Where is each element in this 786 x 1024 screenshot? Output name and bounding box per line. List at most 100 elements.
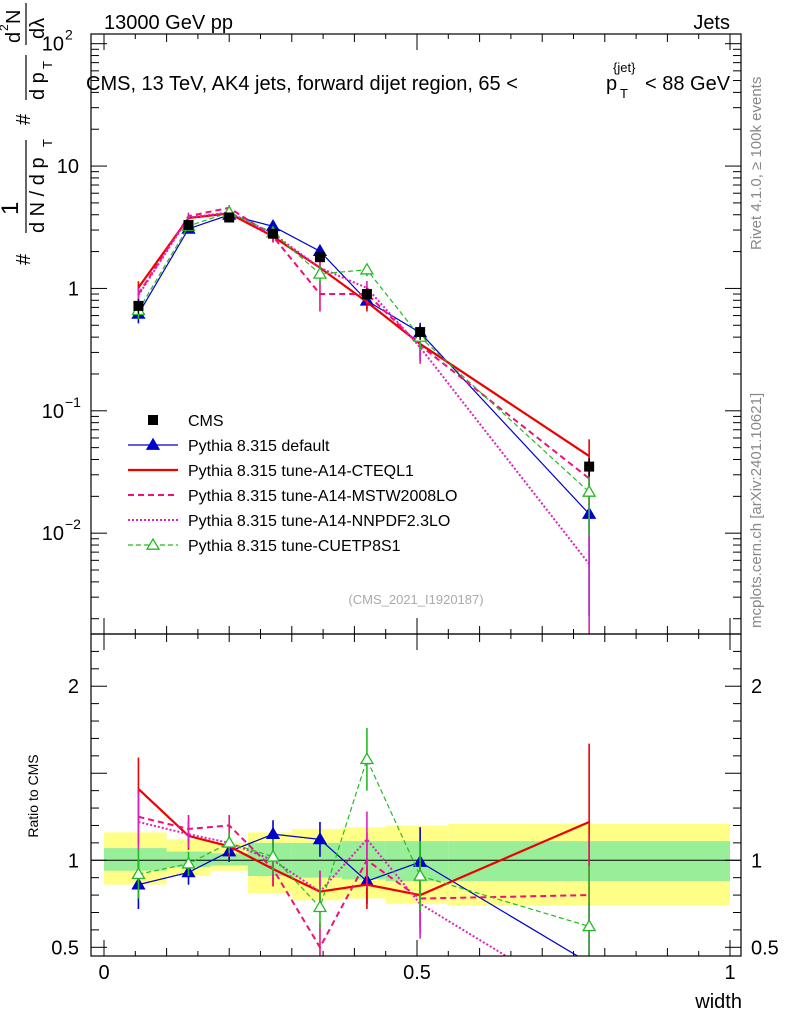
ratio-marker-series-4 xyxy=(359,752,375,765)
legend-marker-4 xyxy=(145,537,161,550)
legend-label-2: Pythia 8.315 tune-A14-MSTW2008LO xyxy=(188,488,457,505)
ratio-marker-series-0 xyxy=(312,832,328,845)
legend-item-4: Pythia 8.315 tune-CUETP8S1 xyxy=(128,537,401,555)
x-tick-label: 0 xyxy=(98,962,109,984)
y-tick-label: 1 xyxy=(68,278,79,300)
legend-label-3: Pythia 8.315 tune-A14-NNPDF2.3LO xyxy=(188,513,450,530)
legend-label-4: Pythia 8.315 tune-CUETP8S1 xyxy=(188,538,401,555)
legend-item-2: Pythia 8.315 tune-A14-MSTW2008LO xyxy=(128,488,457,505)
y-tick-label: 10 2 xyxy=(42,27,73,56)
data-point xyxy=(361,289,372,300)
x-axis-label: width xyxy=(694,991,742,1013)
ratio-frame xyxy=(90,633,742,957)
legend: CMS Pythia 8.315 default Pythia 8.315 tune… xyxy=(128,413,457,555)
legend-marker-0 xyxy=(145,437,161,450)
ratio-marker-series-0 xyxy=(265,826,281,840)
ratio-marker-series-4 xyxy=(582,919,597,932)
y-tick-label-base: 10 xyxy=(42,401,64,423)
data-point xyxy=(415,327,426,338)
main-marker-series-4 xyxy=(359,262,375,275)
rivet-label: Rivet 4.1.0, ≥ 100k events xyxy=(748,77,765,250)
ylabel-one: 1 xyxy=(0,202,24,215)
legend-label-1: Pythia 8.315 tune-A14-CTEQL1 xyxy=(188,463,414,480)
mcplots-label: mcplots.cern.ch [arXiv:2401.10621] xyxy=(748,393,765,628)
plot-title-sup: {jet} xyxy=(613,60,636,75)
ratio-ticks: 0 0.5 1 2 2 1 1 0.5 0.5 xyxy=(51,634,779,984)
main-marker-series-4 xyxy=(582,484,597,497)
ratio-marker-series-4 xyxy=(265,849,281,862)
main-line-series-3 xyxy=(137,211,590,565)
ylabel-d: d xyxy=(3,32,25,43)
ylabel-two: 2 xyxy=(0,24,11,31)
y-tick-label-exp: 2 xyxy=(65,27,73,43)
ratio-tick-label-right: 0.5 xyxy=(751,937,779,959)
ylabel-dpt-sub: T xyxy=(40,61,55,69)
x-tick-label: 0.5 xyxy=(403,962,431,984)
x-tick-label: 1 xyxy=(724,962,735,984)
main-line-series-2 xyxy=(137,206,590,480)
header-right: Jets xyxy=(693,12,730,34)
ratio-line-series-0 xyxy=(138,833,579,956)
y-tick-label-base: 10 xyxy=(42,34,64,56)
data-point xyxy=(183,219,194,230)
y-tick-label-base: 10 xyxy=(57,156,79,178)
ratio-marker-series-4 xyxy=(412,868,428,881)
ratio-bands xyxy=(91,823,741,906)
y-tick-label: 10 −1 xyxy=(42,394,81,423)
y-tick-label-exp: −2 xyxy=(65,516,81,532)
data-point xyxy=(584,461,595,472)
ratio-tick-label-left: 0.5 xyxy=(51,937,79,959)
ylabel-hash1: # xyxy=(13,253,35,265)
header-left: 13000 GeV pp xyxy=(104,12,233,34)
main-marker-series-4 xyxy=(312,266,328,279)
ratio-marker-series-4 xyxy=(222,835,237,848)
ratio-line-series-4 xyxy=(138,757,590,927)
legend-item-1: Pythia 8.315 tune-A14-CTEQL1 xyxy=(128,463,414,480)
ratio-tick-label-right: 2 xyxy=(751,676,762,698)
main-line-series-4 xyxy=(137,211,590,493)
data-point xyxy=(224,212,235,223)
ratio-marker-series-0 xyxy=(588,955,590,956)
y-tick-label: 10 xyxy=(57,156,79,178)
legend-item-0: Pythia 8.315 default xyxy=(128,437,330,455)
plot-title-sub: T xyxy=(620,86,628,101)
ratio-marker-series-4 xyxy=(181,856,196,869)
y-axis-label: # 1 d N / d p T # d p T d 2 N dλ xyxy=(0,3,55,265)
ylabel-dlambda: dλ xyxy=(27,18,49,39)
ratio-tick-label-left: 2 xyxy=(68,676,79,698)
plot-title-pt: p xyxy=(606,73,617,95)
data-point xyxy=(314,252,325,263)
y-tick-label: 10 −2 xyxy=(42,516,81,545)
ylabel-dpt: d p xyxy=(27,72,49,100)
ylabel-n: N xyxy=(3,10,25,24)
ratio-marker-series-4 xyxy=(131,866,146,880)
plot-title-text: CMS, 13 TeV, AK4 jets, forward dijet reg… xyxy=(86,73,518,95)
analysis-id: (CMS_2021_I1920187) xyxy=(348,592,483,607)
band-inner xyxy=(104,848,167,871)
ratio-y-label: Ratio to CMS xyxy=(25,754,41,837)
ratio-line-series-3 xyxy=(138,821,508,956)
data-point xyxy=(133,300,144,311)
ratio-series-group xyxy=(131,727,597,956)
ylabel-denom-sub: T xyxy=(40,139,55,147)
data-point xyxy=(268,228,279,239)
legend-item-cms: CMS xyxy=(148,413,224,430)
y-tick-label-base: 1 xyxy=(68,278,79,300)
ratio-tick-label-right: 1 xyxy=(751,850,762,872)
legend-marker-cms xyxy=(148,415,158,425)
main-line-series-0 xyxy=(137,214,590,515)
ratio-marker-series-4 xyxy=(312,899,328,913)
plot-title: CMS, 13 TeV, AK4 jets, forward dijet reg… xyxy=(86,60,731,101)
plot-title-end: < 88 GeV xyxy=(645,73,731,95)
main-data-group xyxy=(133,212,595,477)
ylabel-hash2: # xyxy=(13,113,35,125)
legend-label-cms: CMS xyxy=(188,413,224,430)
y-tick-label-exp: −1 xyxy=(65,394,81,410)
ratio-tick-label-left: 1 xyxy=(68,850,79,872)
ylabel-denom: d N / d p xyxy=(27,157,49,233)
y-tick-label-base: 10 xyxy=(42,523,64,545)
legend-label-0: Pythia 8.315 default xyxy=(188,438,330,455)
legend-item-3: Pythia 8.315 tune-A14-NNPDF2.3LO xyxy=(128,513,450,530)
